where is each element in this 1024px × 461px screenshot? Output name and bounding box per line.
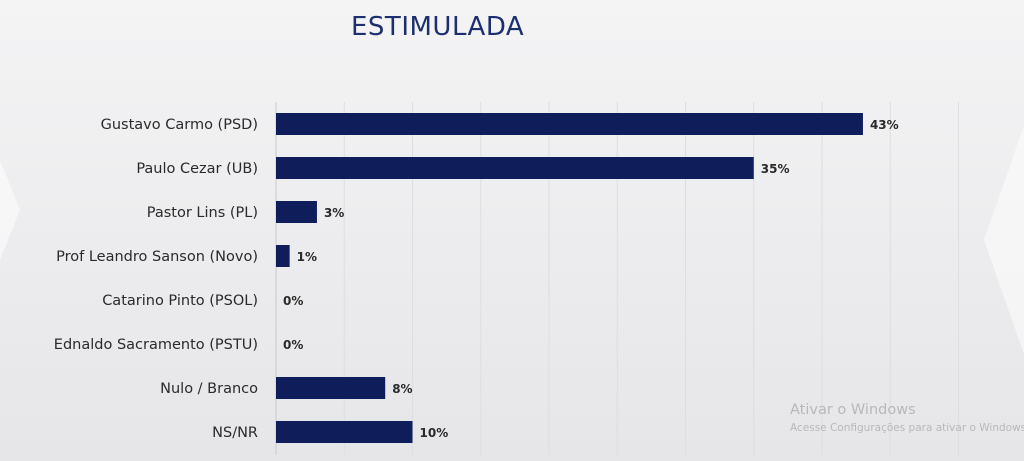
value-labels: 43% 35% 3% 1% 0% 0% 8% 10% bbox=[283, 118, 899, 440]
value-label: 8% bbox=[392, 382, 412, 396]
category-labels: Gustavo Carmo (PSD) Paulo Cezar (UB) Pasto… bbox=[54, 117, 258, 441]
windows-activation-watermark: Ativar o Windows Acesse Configurações pa… bbox=[790, 402, 1024, 434]
watermark-subtitle: Acesse Configurações para ativar o Windo… bbox=[790, 422, 1024, 434]
category-label: Paulo Cezar (UB) bbox=[136, 161, 258, 177]
category-label: Gustavo Carmo (PSD) bbox=[101, 117, 258, 133]
value-label: 0% bbox=[283, 338, 303, 352]
value-label: 3% bbox=[324, 206, 344, 220]
bar bbox=[276, 157, 754, 179]
bar bbox=[276, 201, 317, 223]
watermark-title: Ativar o Windows bbox=[790, 402, 916, 418]
chart-title: ESTIMULADA bbox=[351, 12, 525, 42]
bar bbox=[276, 421, 413, 443]
value-label: 1% bbox=[297, 250, 317, 264]
category-label: NS/NR bbox=[212, 425, 258, 441]
category-label: Prof Leandro Sanson (Novo) bbox=[56, 249, 258, 265]
category-label: Pastor Lins (PL) bbox=[147, 205, 258, 221]
category-label: Catarino Pinto (PSOL) bbox=[102, 293, 258, 309]
category-label: Nulo / Branco bbox=[160, 381, 258, 397]
value-label: 0% bbox=[283, 294, 303, 308]
value-label: 10% bbox=[420, 426, 449, 440]
bars bbox=[276, 113, 863, 443]
value-label: 43% bbox=[870, 118, 899, 132]
bar bbox=[276, 113, 863, 135]
bar bbox=[276, 245, 290, 267]
value-label: 35% bbox=[761, 162, 790, 176]
category-label: Ednaldo Sacramento (PSTU) bbox=[54, 337, 258, 353]
bar bbox=[276, 377, 386, 399]
